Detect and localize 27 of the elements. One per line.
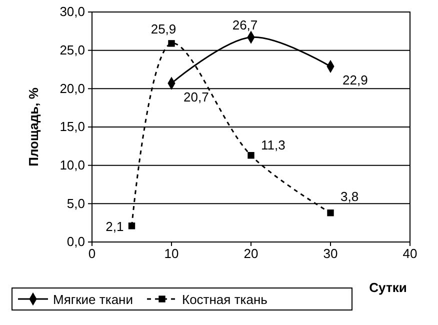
y-tick-label: 5,0 xyxy=(66,196,85,211)
x-tick-label: 10 xyxy=(164,246,179,262)
y-tick-label: 0,0 xyxy=(66,234,85,250)
point xyxy=(168,40,175,47)
data-label: 3,8 xyxy=(340,188,359,204)
x-tick-label: 40 xyxy=(402,246,418,262)
legend-label: Костная ткань xyxy=(182,292,268,307)
y-tick-label: 15,0 xyxy=(60,119,85,134)
y-tick-label: 20,0 xyxy=(60,80,85,96)
data-label: 20,7 xyxy=(184,89,209,104)
data-label: 26,7 xyxy=(232,17,258,32)
data-label: 2,1 xyxy=(106,218,124,234)
x-tick-label: 30 xyxy=(323,246,338,262)
data-label: 22,9 xyxy=(342,72,368,88)
point xyxy=(248,152,254,159)
x-tick-label: 20 xyxy=(244,246,258,262)
legend-label: Мягкие ткани xyxy=(53,292,133,307)
y-tick-label: 25,0 xyxy=(60,42,85,58)
x-axis-title: Сутки xyxy=(369,280,407,295)
point xyxy=(128,222,136,230)
y-tick-label: 30,0 xyxy=(60,4,85,20)
data-label: 25,9 xyxy=(150,21,176,36)
data-label: 11,3 xyxy=(261,137,286,152)
y-axis-title: Площадь, % xyxy=(26,87,41,166)
y-tick-label: 10,0 xyxy=(60,157,85,172)
x-tick-label: 0 xyxy=(88,246,96,262)
point xyxy=(327,210,334,216)
